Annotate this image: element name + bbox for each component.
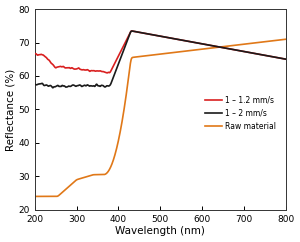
1 – 2 mm/s: [170, 37, 174, 40]
1 – 1.2 mm/s: [105, 71, 109, 74]
Y-axis label: Reflectance (%): Reflectance (%): [6, 68, 16, 151]
1 – 2 mm/s: [66, 85, 70, 88]
Raw material: [165, 52, 168, 55]
Raw material: [75, 178, 79, 181]
1 – 1.2 mm/s: [75, 67, 79, 70]
Line: 1 – 1.2 mm/s: 1 – 1.2 mm/s: [35, 31, 286, 73]
1 – 2 mm/s: [142, 32, 146, 35]
Raw material: [118, 135, 121, 138]
1 – 1.2 mm/s: [118, 52, 121, 55]
1 – 1.2 mm/s: [284, 58, 288, 60]
Line: Raw material: Raw material: [35, 39, 286, 197]
Raw material: [33, 195, 37, 198]
1 – 2 mm/s: [33, 83, 37, 86]
1 – 1.2 mm/s: [66, 66, 70, 69]
1 – 1.2 mm/s: [165, 36, 169, 39]
1 – 1.2 mm/s: [142, 32, 146, 35]
Raw material: [142, 55, 146, 58]
1 – 1.2 mm/s: [170, 37, 174, 40]
1 – 1.2 mm/s: [130, 30, 134, 32]
1 – 2 mm/s: [75, 84, 79, 87]
1 – 2 mm/s: [130, 30, 134, 32]
X-axis label: Wavelength (nm): Wavelength (nm): [115, 227, 205, 236]
1 – 2 mm/s: [118, 60, 121, 62]
Raw material: [66, 186, 70, 189]
Raw material: [170, 51, 174, 54]
Legend: 1 – 1.2 mm/s, 1 – 2 mm/s, Raw material: 1 – 1.2 mm/s, 1 – 2 mm/s, Raw material: [202, 93, 280, 134]
1 – 2 mm/s: [284, 58, 288, 60]
1 – 1.2 mm/s: [33, 52, 37, 55]
Line: 1 – 2 mm/s: 1 – 2 mm/s: [35, 31, 286, 88]
1 – 2 mm/s: [165, 36, 169, 39]
Raw material: [284, 38, 288, 41]
1 – 2 mm/s: [51, 86, 55, 89]
